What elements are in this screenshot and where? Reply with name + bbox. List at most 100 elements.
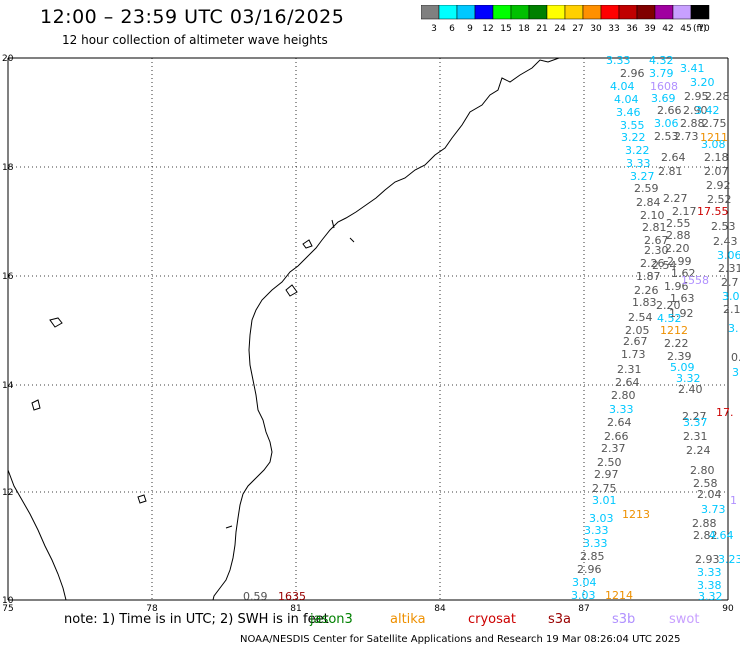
- wave-height-label: 2.17: [672, 205, 697, 218]
- legend-bin-label: 27: [572, 24, 583, 34]
- wave-height-label: 3.06: [717, 249, 740, 262]
- wave-height-label: 3.0: [722, 290, 740, 303]
- x-tick-label: 75: [2, 604, 13, 614]
- satellite-swot: swot: [669, 612, 700, 627]
- legend-bin-label: 42: [662, 24, 673, 34]
- wave-height-label: 4.04: [610, 80, 635, 93]
- wave-height-label: 2.97: [594, 468, 619, 481]
- wave-height-label: 1214: [605, 589, 633, 602]
- wave-height-label: 2.80: [611, 389, 636, 402]
- wave-height-label: 1: [730, 494, 737, 507]
- wave-height-label: 1635: [278, 590, 306, 603]
- wave-height-label: 2.85: [580, 550, 605, 563]
- wave-height-label: 3.33: [606, 54, 631, 67]
- legend-bin-label: 33: [608, 24, 619, 34]
- wave-height-label: 4.64: [709, 529, 734, 542]
- wave-height-label: 2.67: [623, 335, 648, 348]
- wave-height-label: 2.66: [604, 430, 629, 443]
- wave-height-label: 1558: [681, 274, 709, 287]
- wave-height-label: 2.99: [667, 255, 692, 268]
- wave-height-label: 2.18: [704, 151, 729, 164]
- wave-height-label: 2.27: [663, 192, 688, 205]
- x-tick-label: 84: [434, 604, 446, 614]
- wave-height-label: 2.88: [680, 117, 705, 130]
- wave-height-label: 5.09: [670, 361, 695, 374]
- wave-height-label: 3.22: [625, 144, 650, 157]
- x-tick-label: 78: [146, 604, 158, 614]
- legend-bin-label: 36: [626, 24, 638, 34]
- wave-height-label: 2.54: [652, 259, 677, 272]
- wave-height-label: 3.41: [680, 62, 705, 75]
- wave-height-label: 3.04: [572, 576, 597, 589]
- wave-height-label: 17.: [716, 406, 734, 419]
- legend-bin-label: 3: [431, 24, 437, 34]
- satellite-cryosat: cryosat: [468, 612, 516, 627]
- legend-bin-label: 39: [644, 24, 656, 34]
- footer-credit: NOAA/NESDIS Center for Satellite Applica…: [240, 634, 681, 645]
- wave-height-label: 2.43: [713, 235, 738, 248]
- wave-height-label: 2.04: [697, 488, 722, 501]
- x-tick-label: 87: [578, 604, 589, 614]
- wave-height-label: 2.95: [684, 90, 709, 103]
- wave-height-label: 2.30: [644, 244, 669, 257]
- x-tick-label: 90: [722, 604, 734, 614]
- wave-height-label: 2.88: [666, 229, 691, 242]
- wave-height-label: 2.64: [661, 151, 686, 164]
- wave-height-label: 3.33: [584, 524, 609, 537]
- wave-height-label: 2.64: [615, 376, 640, 389]
- wave-height-label: 3.32: [676, 372, 701, 385]
- wave-height-label: 3.37: [683, 416, 708, 429]
- wave-height-label: 2.81: [658, 165, 683, 178]
- wave-height-label: 3.03: [571, 589, 596, 602]
- wave-height-label: 2.53: [711, 220, 736, 233]
- wave-height-label: 3.55: [620, 119, 645, 132]
- wave-height-label: 0.: [731, 351, 740, 364]
- wave-height-labels: 2.962.952.282.66 2.902.882.752.532.732.18…: [243, 54, 740, 603]
- y-tick-label: 18: [2, 163, 14, 173]
- wave-height-label: 3.79: [649, 67, 674, 80]
- wave-height-label: 2.55: [666, 217, 691, 230]
- wave-height-label: 2.96: [577, 563, 602, 576]
- wave-height-label: 2.31: [718, 262, 740, 275]
- wave-height-label: 2.31: [617, 363, 642, 376]
- legend-bin-label: 18: [518, 24, 530, 34]
- satellite-altika: altika: [390, 612, 426, 627]
- wave-height-label: 1.92: [669, 307, 694, 320]
- wave-height-label: 3.38: [697, 579, 722, 592]
- legend-bin-label: 24: [554, 24, 566, 34]
- legend-bin-label: 70: [698, 24, 710, 34]
- wave-height-label: 0.59: [243, 590, 268, 603]
- y-tick-label: 20: [2, 54, 14, 64]
- wave-height-label: 3.27: [630, 170, 655, 183]
- wave-height-label: 2.73: [674, 130, 699, 143]
- y-tick-label: 14: [2, 381, 14, 391]
- wave-height-label: 1.73: [621, 348, 646, 361]
- wave-height-label: 4.04: [614, 93, 639, 106]
- legend-bin-label: 12: [482, 24, 493, 34]
- wave-height-label: 1608: [650, 80, 678, 93]
- wave-height-label: 1.96: [664, 280, 689, 293]
- wave-height-label: 3.23: [718, 553, 740, 566]
- wave-height-label: 2.37: [601, 442, 626, 455]
- wave-height-label: 2.27: [682, 410, 707, 423]
- wave-height-label: 4.52: [657, 312, 682, 325]
- wave-height-label: 2.07: [704, 165, 729, 178]
- wave-height-label: 2.7: [721, 276, 739, 289]
- wave-height-label: 3.03: [589, 512, 614, 525]
- wave-height-label: 2.31: [683, 430, 708, 443]
- note-text: note: 1) Time is in UTC; 2) SWH is in fe…: [64, 612, 329, 627]
- wave-height-label: 2.20: [656, 299, 681, 312]
- wave-height-label: 2.93: [695, 553, 720, 566]
- map-grid: [7, 57, 729, 601]
- wave-height-label: 1.87: [636, 270, 661, 283]
- wave-height-label: 2.75: [592, 482, 617, 495]
- wave-height-legend: 3 6 9 12 15 18 21 24 27 30 33 36 39 42 45 70(ft): [421, 5, 710, 34]
- wave-height-label: 2.22: [664, 337, 689, 350]
- wave-height-label: 2.26: [634, 284, 659, 297]
- legend-bin-label: 45: [680, 24, 691, 34]
- wave-height-label: 1212: [660, 324, 688, 337]
- wave-height-label: 3.46: [616, 106, 641, 119]
- wave-height-label: 2.92: [706, 179, 731, 192]
- wave-height-label: 2.82: [693, 529, 718, 542]
